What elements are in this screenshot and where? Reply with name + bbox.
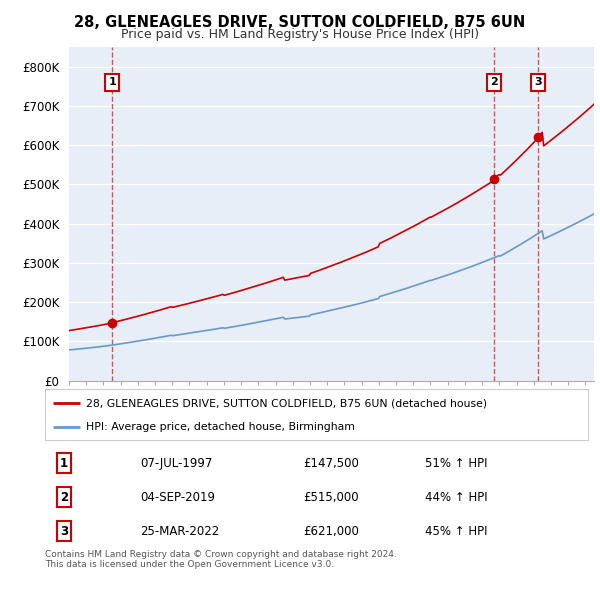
Text: 25-MAR-2022: 25-MAR-2022 <box>140 525 219 538</box>
Text: £621,000: £621,000 <box>303 525 359 538</box>
Text: 3: 3 <box>534 77 542 87</box>
Text: 45% ↑ HPI: 45% ↑ HPI <box>425 525 488 538</box>
Text: Price paid vs. HM Land Registry's House Price Index (HPI): Price paid vs. HM Land Registry's House … <box>121 28 479 41</box>
Text: 3: 3 <box>60 525 68 538</box>
Text: 44% ↑ HPI: 44% ↑ HPI <box>425 491 488 504</box>
Text: 51% ↑ HPI: 51% ↑ HPI <box>425 457 488 470</box>
Text: 28, GLENEAGLES DRIVE, SUTTON COLDFIELD, B75 6UN (detached house): 28, GLENEAGLES DRIVE, SUTTON COLDFIELD, … <box>86 398 487 408</box>
Text: Contains HM Land Registry data © Crown copyright and database right 2024.
This d: Contains HM Land Registry data © Crown c… <box>45 550 397 569</box>
Text: 04-SEP-2019: 04-SEP-2019 <box>140 491 215 504</box>
Text: 1: 1 <box>109 77 116 87</box>
Text: 1: 1 <box>60 457 68 470</box>
Text: 2: 2 <box>490 77 497 87</box>
Text: £147,500: £147,500 <box>303 457 359 470</box>
Text: 2: 2 <box>60 491 68 504</box>
Text: £515,000: £515,000 <box>303 491 359 504</box>
Text: 07-JUL-1997: 07-JUL-1997 <box>140 457 212 470</box>
Text: 28, GLENEAGLES DRIVE, SUTTON COLDFIELD, B75 6UN: 28, GLENEAGLES DRIVE, SUTTON COLDFIELD, … <box>74 15 526 30</box>
Text: HPI: Average price, detached house, Birmingham: HPI: Average price, detached house, Birm… <box>86 422 355 432</box>
